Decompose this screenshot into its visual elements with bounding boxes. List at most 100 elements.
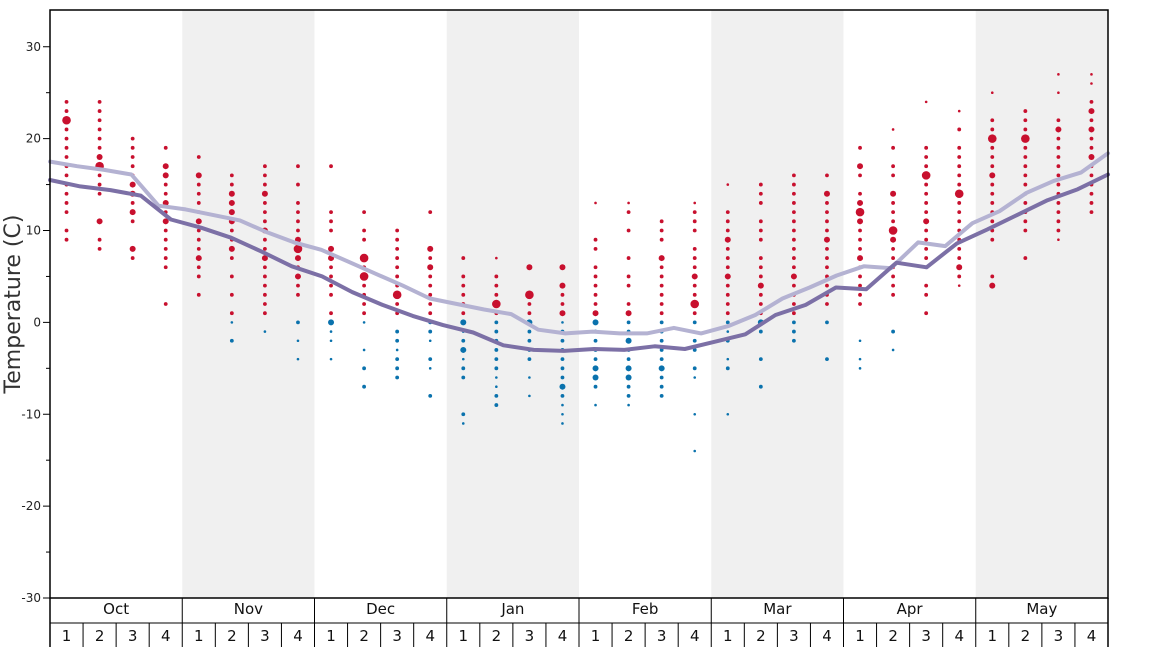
temperature-dot [692, 265, 697, 270]
temperature-dot [263, 283, 267, 288]
temperature-dot [461, 292, 466, 297]
temperature-dot [163, 302, 168, 306]
temperature-dot [1088, 126, 1095, 133]
temperature-dot [495, 385, 498, 388]
temperature-dot [858, 283, 862, 288]
temperature-dot [196, 191, 201, 196]
temperature-dot [296, 182, 300, 187]
temperature-dot [825, 265, 829, 270]
temperature-dot [593, 357, 598, 362]
temperature-dot [693, 201, 697, 205]
temperature-dot [924, 182, 929, 187]
temperature-dot [97, 99, 102, 104]
temperature-dot [825, 210, 829, 215]
temperature-dot [891, 292, 895, 297]
temperature-dot [460, 319, 467, 326]
temperature-dot [693, 412, 697, 416]
temperature-dot [593, 384, 598, 389]
temperature-dot [329, 357, 333, 361]
week-label: 1 [723, 627, 733, 645]
temperature-dot [162, 199, 169, 206]
temperature-dot [921, 171, 931, 180]
temperature-dot [362, 302, 366, 306]
temperature-dot [229, 311, 234, 316]
temperature-dot [924, 228, 929, 233]
temperature-dot [692, 348, 697, 352]
temperature-dot [1021, 134, 1030, 143]
temperature-dot [758, 201, 763, 205]
temperature-dot [692, 320, 697, 325]
temperature-dot [758, 265, 763, 270]
temperature-dot [725, 265, 730, 270]
temperature-dots [62, 73, 1095, 453]
temperature-dot [1056, 118, 1061, 123]
temperature-dot [263, 292, 267, 297]
temperature-dot [693, 449, 697, 453]
average-high-line [48, 151, 1110, 336]
y-tick-label: 0 [33, 315, 41, 329]
week-label: 4 [558, 627, 568, 645]
temperature-dot [1090, 82, 1093, 85]
month-label: May [1026, 600, 1057, 618]
temperature-dot [1089, 118, 1094, 123]
week-label: 4 [954, 627, 964, 645]
temperature-dot [855, 207, 865, 217]
temperature-dot [196, 155, 201, 159]
temperature-dot [924, 283, 929, 288]
temperature-dot [395, 256, 400, 260]
temperature-dot [296, 201, 300, 205]
temperature-dot [329, 283, 333, 288]
temperature-dot [461, 274, 466, 279]
temperature-dot [825, 302, 829, 306]
temperature-dot [1023, 127, 1028, 132]
temperature-dot [494, 357, 499, 362]
temperature-dot [296, 283, 300, 288]
temperature-dot [690, 299, 700, 309]
temperature-dot [725, 246, 730, 251]
week-label: 1 [459, 627, 469, 645]
month-label: Jan [500, 600, 524, 618]
temperature-dot [196, 182, 201, 187]
temperature-dot [163, 237, 168, 242]
temperature-dot [428, 329, 433, 334]
temperature-dot [957, 201, 962, 205]
temperature-dot [560, 375, 565, 380]
temperature-dot [792, 173, 796, 178]
temperature-dot [129, 209, 136, 216]
temperature-dot [362, 311, 366, 316]
temperature-dot [395, 274, 400, 279]
temperature-dot [990, 91, 994, 94]
temperature-dot [196, 201, 201, 205]
temperature-dot [626, 274, 631, 279]
temperature-dot [790, 273, 797, 280]
temperature-dot [525, 290, 534, 300]
temperature-dot [263, 265, 267, 270]
month-band [975, 10, 1108, 598]
temperature-dot [1057, 73, 1060, 76]
temperature-dot [64, 145, 69, 150]
temperature-dot [1090, 73, 1093, 76]
temperature-dot [560, 393, 565, 398]
temperature-dot [593, 246, 598, 251]
temperature-dot [725, 302, 730, 306]
temperature-dot [891, 128, 895, 131]
temperature-dot [626, 256, 631, 260]
temperature-dot [659, 311, 664, 316]
temperature-dot [989, 282, 996, 289]
temperature-dot [594, 201, 597, 205]
temperature-dot [560, 292, 565, 297]
temperature-dot [163, 182, 168, 187]
temperature-dot [428, 283, 433, 288]
temperature-dot [725, 283, 730, 288]
temperature-dot [296, 210, 300, 215]
temperature-dot [924, 145, 929, 150]
temperature-dot [825, 201, 829, 205]
temperature-dot [858, 246, 862, 251]
temperature-dot [392, 290, 402, 300]
month-label: Apr [897, 600, 924, 618]
average-low-line [48, 172, 1110, 353]
week-label: 1 [62, 627, 72, 645]
temperature-dot [792, 320, 796, 325]
temperature-dot [1057, 238, 1060, 241]
temperature-dot [362, 384, 366, 389]
